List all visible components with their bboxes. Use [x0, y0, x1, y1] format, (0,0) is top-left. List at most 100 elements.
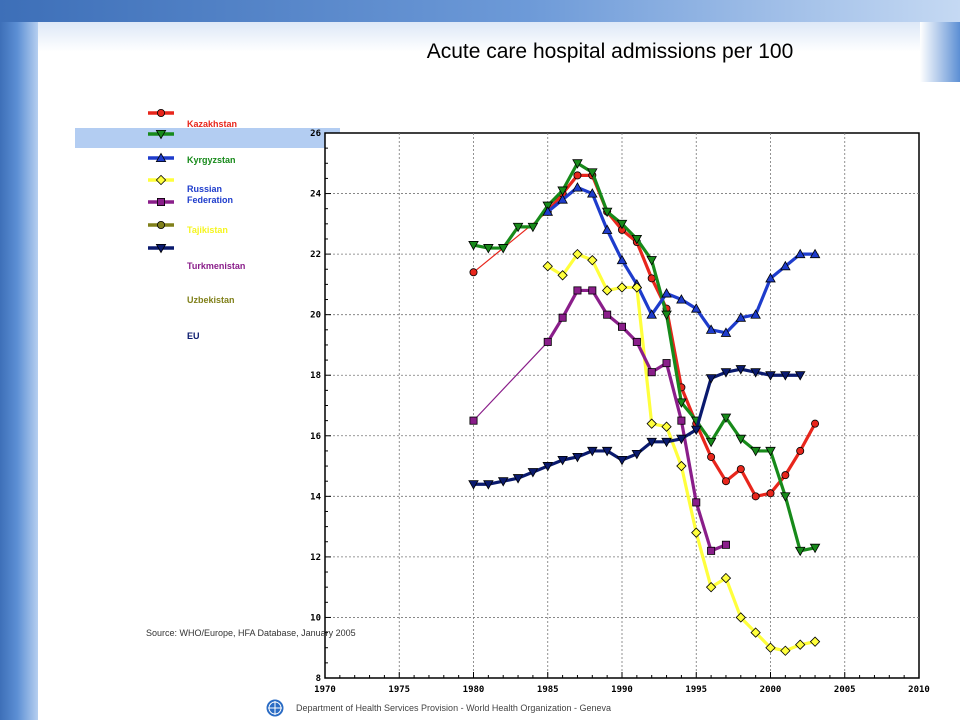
series-segment — [664, 313, 684, 405]
data-point — [661, 310, 672, 321]
x-tick-label: 2010 — [908, 685, 930, 695]
series-segment — [546, 316, 565, 344]
x-tick-label: 1980 — [463, 685, 485, 695]
data-point — [735, 312, 747, 322]
data-point — [512, 474, 524, 484]
legend-swatch-marker — [155, 243, 167, 254]
legend-swatch-marker — [155, 174, 167, 186]
data-point — [780, 260, 791, 271]
grid — [325, 133, 919, 678]
data-point — [469, 416, 478, 425]
data-point — [780, 492, 791, 502]
series-segment — [560, 252, 580, 277]
legend-label: Russian Federation — [187, 184, 234, 205]
y-tick-label: 10 — [310, 613, 321, 623]
data-point — [616, 254, 628, 265]
data-point — [601, 224, 613, 234]
y-tick-label: 22 — [310, 250, 321, 260]
data-point — [809, 543, 821, 554]
data-point — [661, 288, 672, 298]
data-point — [646, 418, 657, 429]
series-segment — [724, 576, 743, 620]
data-point — [766, 489, 775, 498]
data-point — [572, 182, 583, 192]
legend-label: EU — [187, 331, 200, 341]
series-segment — [664, 361, 684, 423]
data-point — [661, 421, 672, 432]
data-point — [811, 419, 820, 428]
series-segment — [472, 341, 549, 422]
data-point — [527, 468, 539, 478]
data-point — [692, 498, 701, 507]
legend-swatch-marker — [155, 129, 167, 140]
data-point — [616, 219, 628, 230]
data-point — [512, 222, 524, 233]
y-tick-label: 26 — [310, 129, 321, 139]
who-logo-icon — [266, 699, 284, 717]
series-segment — [798, 422, 817, 453]
data-point — [720, 327, 732, 337]
series-segment — [783, 449, 802, 477]
data-point — [588, 286, 597, 295]
data-point — [676, 398, 687, 408]
data-point — [707, 546, 716, 555]
data-point — [751, 492, 760, 501]
data-point — [616, 455, 628, 466]
series-4 — [469, 286, 730, 555]
top-decor-fade — [38, 22, 960, 52]
series-5 — [468, 365, 806, 490]
data-point — [705, 324, 717, 334]
data-point — [587, 255, 598, 266]
y-tick-label: 16 — [310, 432, 321, 442]
data-point — [587, 188, 598, 198]
series-segment — [768, 449, 787, 498]
data-point — [780, 371, 791, 381]
series-segment — [664, 425, 684, 468]
data-point — [765, 272, 776, 283]
x-tick-label: 1995 — [685, 685, 707, 695]
data-point — [558, 313, 567, 322]
data-point — [557, 270, 568, 281]
slide-title: Acute care hospital admissions per 100 — [426, 40, 794, 63]
data-point — [721, 540, 730, 549]
data-point — [676, 434, 687, 445]
source-note: Source: WHO/Europe, HFA Database, Januar… — [146, 628, 356, 638]
data-point — [601, 207, 613, 218]
series-2 — [542, 182, 821, 337]
data-point — [765, 642, 776, 653]
data-point — [631, 282, 643, 293]
series-segment — [709, 455, 728, 483]
data-point — [809, 636, 821, 647]
data-point — [497, 477, 509, 487]
data-point — [794, 546, 806, 557]
series-segment — [560, 288, 580, 320]
data-point — [573, 286, 582, 295]
data-point — [677, 416, 686, 425]
legend-label: Tajikistan — [187, 225, 228, 235]
data-point — [631, 449, 643, 460]
right-decor-fade — [920, 22, 960, 82]
data-point — [781, 471, 790, 480]
data-point — [796, 446, 805, 455]
data-point — [794, 248, 806, 259]
series-segment — [694, 531, 713, 589]
data-point — [720, 413, 732, 424]
series-segment — [783, 494, 802, 553]
data-point — [750, 446, 761, 457]
data-point — [661, 437, 672, 448]
series-segment — [635, 240, 654, 280]
data-point — [542, 206, 554, 216]
data-point — [794, 371, 806, 381]
y-tick-label: 12 — [310, 553, 321, 563]
data-point — [469, 268, 478, 277]
data-point — [646, 309, 657, 319]
series-segment — [590, 191, 609, 232]
legend-label: Uzbekistan — [187, 295, 235, 305]
legend-label: Turkmenistan — [187, 261, 246, 271]
series-segment — [650, 258, 669, 317]
legend-highlight-bar — [75, 128, 340, 148]
data-point — [690, 425, 702, 436]
data-point — [601, 285, 613, 296]
data-point — [543, 337, 552, 346]
data-point — [557, 455, 568, 466]
